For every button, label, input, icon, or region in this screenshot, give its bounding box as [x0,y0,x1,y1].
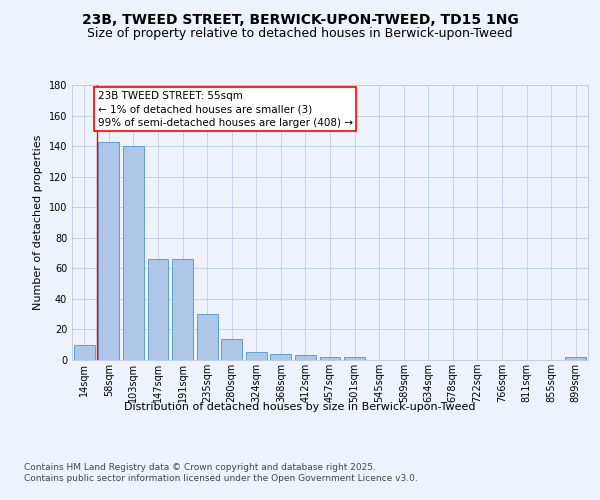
Text: Contains HM Land Registry data © Crown copyright and database right 2025.: Contains HM Land Registry data © Crown c… [24,462,376,471]
Bar [344,357,365,360]
Bar [320,357,340,360]
Text: Contains public sector information licensed under the Open Government Licence v3: Contains public sector information licen… [24,474,418,483]
Bar [98,142,119,360]
Bar [565,357,586,360]
Y-axis label: Number of detached properties: Number of detached properties [33,135,43,310]
Text: 23B TWEED STREET: 55sqm
← 1% of detached houses are smaller (3)
99% of semi-deta: 23B TWEED STREET: 55sqm ← 1% of detached… [98,91,353,128]
Text: Distribution of detached houses by size in Berwick-upon-Tweed: Distribution of detached houses by size … [124,402,476,412]
Bar [148,259,169,360]
Bar [271,354,292,360]
Bar [246,352,267,360]
Bar [197,314,218,360]
Bar [221,338,242,360]
Bar [295,356,316,360]
Text: Size of property relative to detached houses in Berwick-upon-Tweed: Size of property relative to detached ho… [87,28,513,40]
Bar [172,259,193,360]
Text: 23B, TWEED STREET, BERWICK-UPON-TWEED, TD15 1NG: 23B, TWEED STREET, BERWICK-UPON-TWEED, T… [82,12,518,26]
Bar [123,146,144,360]
Bar [74,344,95,360]
